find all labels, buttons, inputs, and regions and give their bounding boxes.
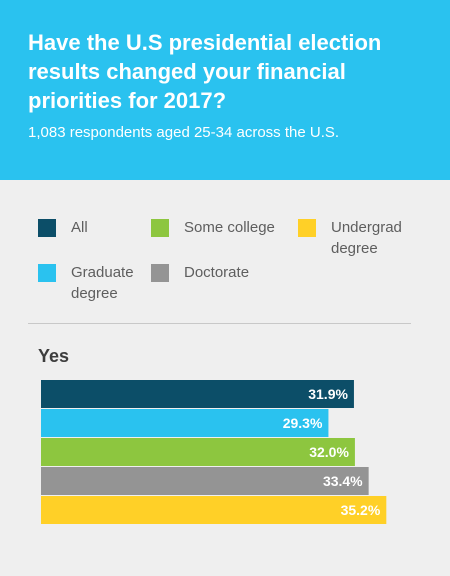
legend-label-doctorate: Doctorate [184,264,250,281]
bar-label-undergrad-degree: 35.2% [341,502,381,518]
bar-label-all: 31.9% [308,386,348,402]
bar-label-graduate-degree: 29.3% [283,415,323,431]
legend-swatch-graduate-degree [38,264,56,282]
legend-swatch-some-college [151,219,169,237]
legend-item-some-college: Some college [151,217,291,238]
legend-label-some-college: Some college [184,219,275,236]
bar-label-some-college: 32.0% [309,444,349,460]
legend-label-undergrad-degree: Undergrad degree [331,219,402,257]
chart-subtitle: 1,083 respondents aged 25-34 across the … [28,124,340,141]
bar-label-doctorate: 33.4% [323,473,363,489]
bar-all [41,380,354,408]
chart-title: Have the U.S presidential election resul… [28,30,382,113]
bar-doctorate [41,467,369,495]
legend-swatch-undergrad-degree [298,219,316,237]
bar-undergrad-degree [41,496,387,524]
legend-item-undergrad-degree: Undergrad degree [298,217,413,259]
legend-swatch-doctorate [151,264,169,282]
legend-divider [28,323,411,324]
legend-swatch-all [38,219,56,237]
legend-label-all: All [71,219,88,236]
legend-item-doctorate: Doctorate [151,262,291,283]
legend-item-all: All [38,217,138,238]
group-label-yes: Yes [38,346,70,366]
bar-some-college [41,438,355,466]
legend-label-graduate-degree: Graduate degree [71,264,134,302]
legend-item-graduate-degree: Graduate degree [38,262,138,304]
bar-graduate-degree [41,409,329,437]
header-banner: Have the U.S presidential election resul… [0,0,450,180]
